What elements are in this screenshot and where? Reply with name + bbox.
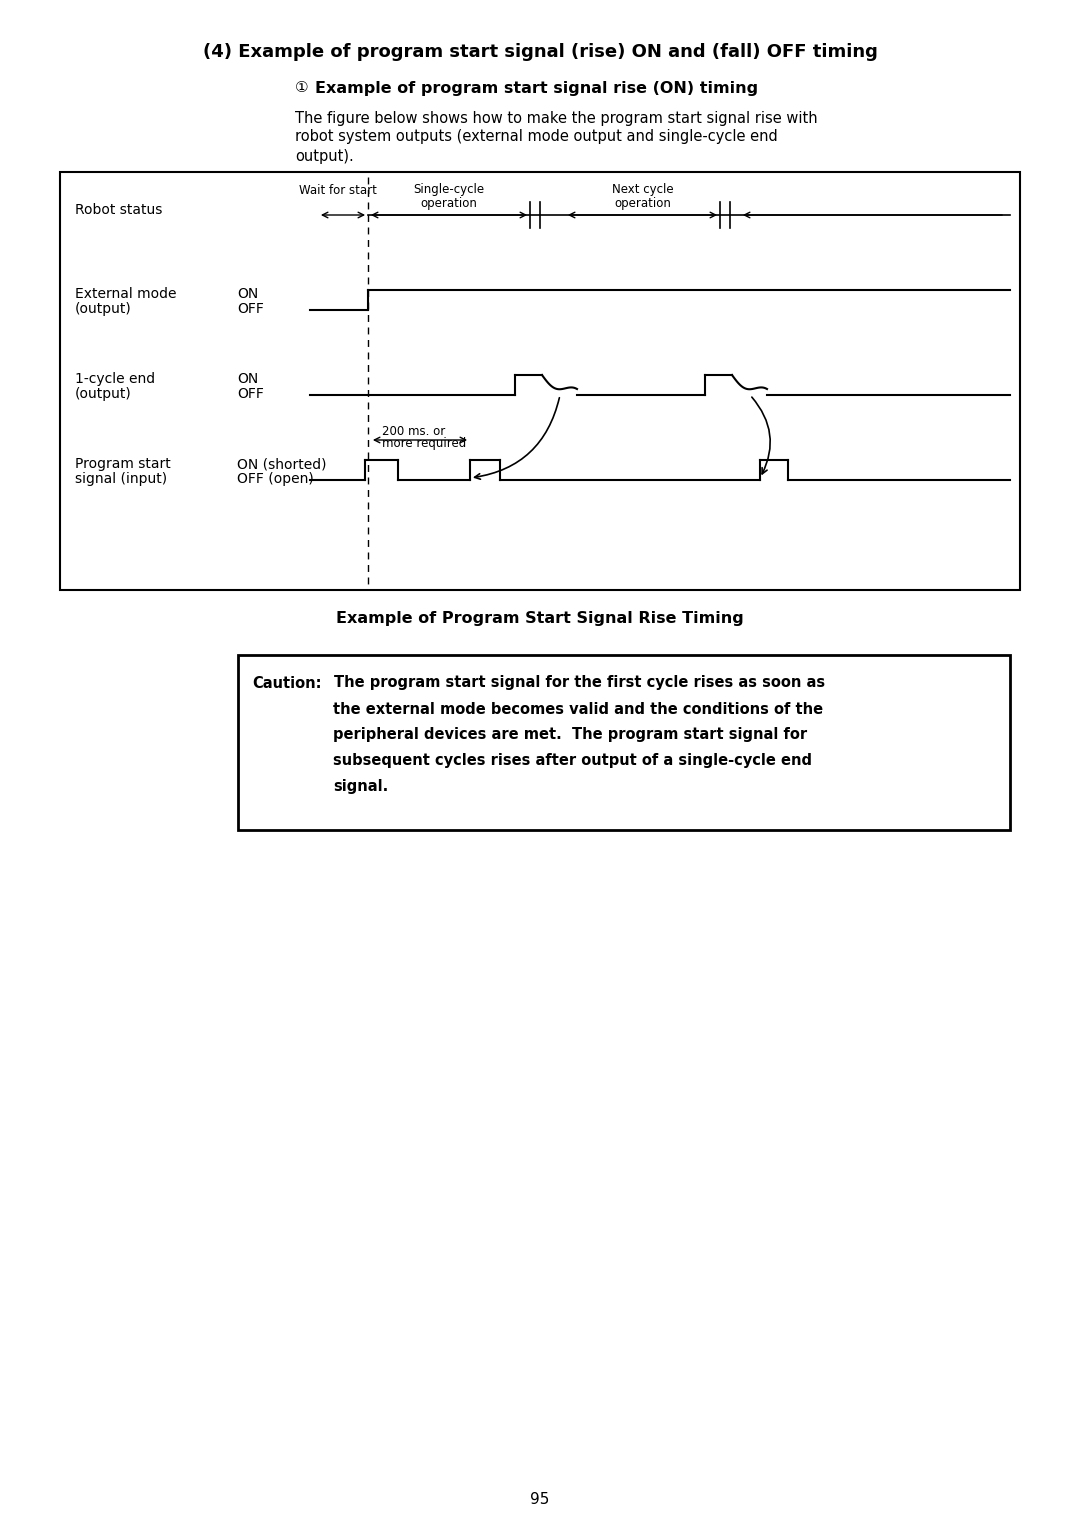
Text: signal.: signal. [333,779,388,795]
Text: ①: ① [295,81,309,95]
Text: OFF (open): OFF (open) [237,472,314,486]
Bar [60,173,1020,590]
Text: signal (input): signal (input) [75,472,167,486]
Text: ON (shorted): ON (shorted) [237,457,326,471]
Text: Example of Program Start Signal Rise Timing: Example of Program Start Signal Rise Tim… [336,611,744,625]
Text: External mode: External mode [75,287,176,301]
Text: Single-cycle: Single-cycle [414,183,485,197]
Text: operation: operation [420,197,477,209]
Text: ON: ON [237,371,258,387]
Text: the external mode becomes valid and the conditions of the: the external mode becomes valid and the … [333,701,823,717]
Text: operation: operation [615,197,671,209]
Text: robot system outputs (external mode output and single-cycle end: robot system outputs (external mode outp… [295,130,778,145]
Text: ON: ON [237,287,258,301]
Text: 1-cycle end: 1-cycle end [75,371,156,387]
Text: more required: more required [382,437,467,451]
Text: Next cycle: Next cycle [611,183,673,197]
Text: Example of program start signal rise (ON) timing: Example of program start signal rise (ON… [315,81,758,95]
Text: OFF: OFF [237,387,264,400]
Text: Program start: Program start [75,457,171,471]
Text: Wait for start: Wait for start [299,183,377,197]
Text: OFF: OFF [237,303,264,316]
Bar [238,656,1010,830]
Text: subsequent cycles rises after output of a single-cycle end: subsequent cycles rises after output of … [333,753,812,769]
Text: (4) Example of program start signal (rise) ON and (fall) OFF timing: (4) Example of program start signal (ris… [203,43,877,61]
Text: 200 ms. or: 200 ms. or [382,425,445,439]
Text: 95: 95 [530,1493,550,1508]
Text: peripheral devices are met.  The program start signal for: peripheral devices are met. The program … [333,727,807,743]
Text: Caution:: Caution: [252,675,322,691]
Text: Robot status: Robot status [75,203,162,217]
Text: output).: output). [295,148,354,163]
Text: (output): (output) [75,387,132,400]
Text: (output): (output) [75,303,132,316]
Text: The figure below shows how to make the program start signal rise with: The figure below shows how to make the p… [295,110,818,125]
Text: The program start signal for the first cycle rises as soon as: The program start signal for the first c… [334,675,825,691]
